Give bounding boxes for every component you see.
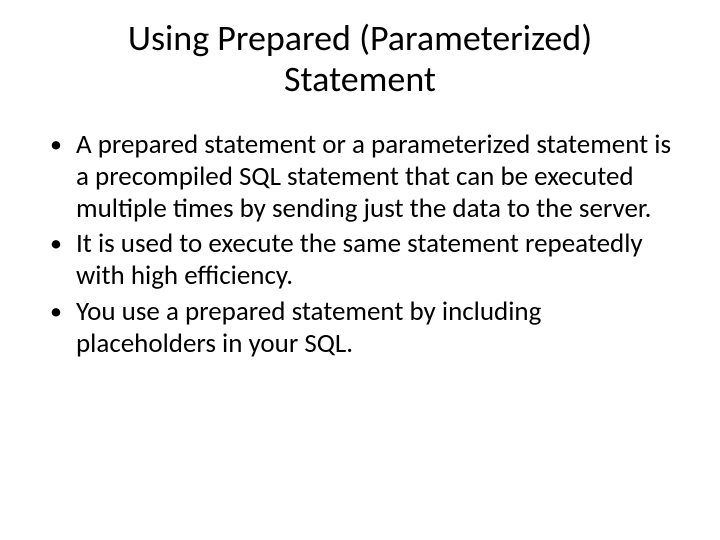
list-item: A prepared statement or a parameterized … — [46, 129, 682, 225]
slide: Using Prepared (Parameterized) Statement… — [0, 0, 720, 540]
title-line-2: Statement — [284, 57, 436, 101]
list-item: It is used to execute the same statement… — [46, 228, 682, 292]
list-item: You use a prepared statement by includin… — [46, 296, 682, 360]
slide-title: Using Prepared (Parameterized) Statement — [38, 18, 682, 101]
title-line-1: Using Prepared (Parameterized) — [128, 16, 592, 60]
bullet-list: A prepared statement or a parameterized … — [38, 129, 682, 360]
